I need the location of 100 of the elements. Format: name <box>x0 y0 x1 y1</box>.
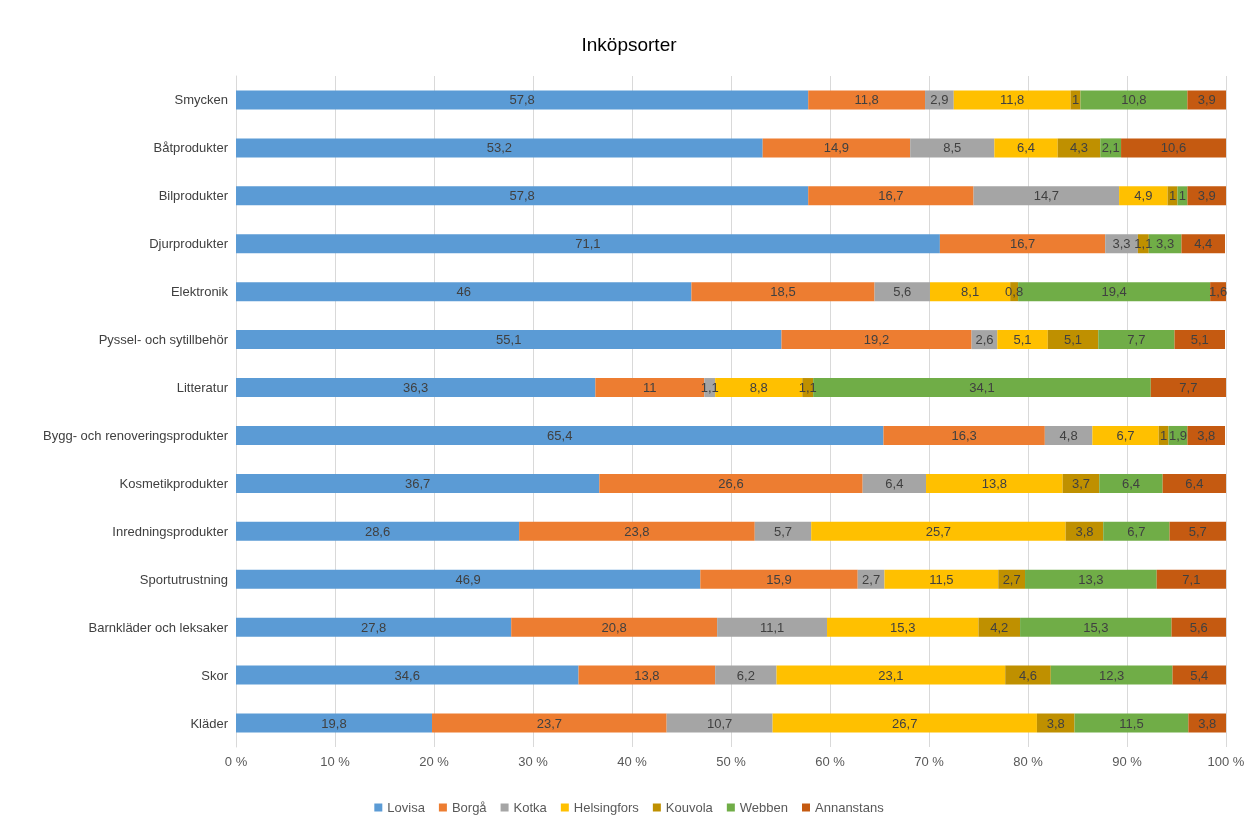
data-label: 23,8 <box>624 523 650 539</box>
bar <box>1119 186 1168 206</box>
legend-label: Lovisa <box>387 800 426 815</box>
data-label: 6,4 <box>1121 475 1140 491</box>
x-tick-label: 70 % <box>914 754 945 769</box>
data-label: 3,9 <box>1197 92 1216 108</box>
data-label: 4,4 <box>1194 236 1213 252</box>
bar <box>236 234 940 254</box>
data-label: 11,1 <box>759 619 785 635</box>
bar <box>994 138 1058 158</box>
data-label: 20,8 <box>601 619 627 635</box>
data-label: 3,8 <box>1046 715 1065 731</box>
data-label: 14,7 <box>1033 188 1059 204</box>
data-label: 1,9 <box>1168 427 1188 443</box>
data-label: 71,1 <box>575 236 601 252</box>
data-label: 19,8 <box>321 715 347 731</box>
bar <box>1156 569 1226 589</box>
bar <box>717 617 828 637</box>
x-tick-label: 20 % <box>419 754 450 769</box>
data-label: 5,1 <box>1013 332 1032 348</box>
bar <box>776 665 1006 685</box>
legend-label: Annanstans <box>815 800 885 815</box>
data-label: 12,3 <box>1099 667 1125 683</box>
data-label: 3,8 <box>1075 523 1094 539</box>
data-label: 23,7 <box>536 715 562 731</box>
bar <box>808 90 926 110</box>
bar <box>236 713 433 733</box>
bar <box>1074 713 1189 733</box>
data-label: 19,2 <box>863 332 890 348</box>
data-label: 2,6 <box>975 332 994 348</box>
bar <box>1005 665 1051 685</box>
x-tick-label: 0 % <box>224 754 248 769</box>
bar <box>808 186 974 206</box>
data-label: 27,8 <box>360 619 387 635</box>
data-label: 1 <box>1178 188 1187 204</box>
data-label: 36,3 <box>403 380 429 396</box>
data-label: 11,5 <box>1119 715 1144 731</box>
data-label: 6,4 <box>1016 140 1036 156</box>
data-label: 15,3 <box>890 619 916 635</box>
data-label: 46 <box>456 284 471 300</box>
bar <box>973 186 1120 206</box>
chart-title: Inköpsorter <box>581 34 678 55</box>
bar <box>236 186 809 206</box>
y-tick-label: Bilprodukter <box>158 188 229 204</box>
bar <box>1080 90 1188 110</box>
data-label: 57,8 <box>509 92 535 108</box>
data-label: 25,7 <box>925 523 952 539</box>
x-tick-label: 80 % <box>1013 754 1044 769</box>
data-label: 11,8 <box>999 92 1025 108</box>
bar <box>1050 665 1173 685</box>
bar <box>666 713 773 733</box>
data-label: 1 <box>1160 427 1168 443</box>
y-tick-label: Skor <box>201 667 229 683</box>
data-label: 5,7 <box>773 523 793 539</box>
data-label: 65,4 <box>547 427 573 443</box>
data-label: 4,3 <box>1069 140 1089 156</box>
data-label: 4,2 <box>990 619 1009 635</box>
data-label: 14,9 <box>823 140 850 156</box>
data-label: 2,1 <box>1101 140 1120 156</box>
data-label: 57,8 <box>509 188 535 204</box>
data-label: 10,8 <box>1121 92 1147 108</box>
y-tick-label: Djurprodukter <box>149 236 229 252</box>
bar <box>715 665 777 685</box>
data-label: 19,4 <box>1101 284 1127 300</box>
data-label: 3,3 <box>1112 236 1131 252</box>
y-tick-label: Bygg- och renoveringsprodukter <box>43 427 229 443</box>
data-label: 16,7 <box>878 188 904 204</box>
data-label: 11,5 <box>929 571 954 587</box>
bar <box>236 665 579 685</box>
y-tick-label: Båtprodukter <box>153 140 229 156</box>
bar <box>910 138 995 158</box>
data-label: 3,8 <box>1198 715 1217 731</box>
bar <box>236 473 600 493</box>
data-label: 1 <box>1168 188 1177 204</box>
data-label: 34,1 <box>969 380 995 396</box>
data-label: 3,3 <box>1156 236 1175 252</box>
bar <box>1020 617 1172 637</box>
x-tick-label: 40 % <box>617 754 648 769</box>
data-label: 5,6 <box>1189 619 1208 635</box>
data-label: 26,6 <box>718 475 744 491</box>
data-label: 3,9 <box>1197 188 1216 204</box>
data-label: 46,9 <box>455 571 481 587</box>
bar <box>884 569 999 589</box>
legend-label: Webben <box>739 800 789 815</box>
bar <box>236 138 763 158</box>
data-label: 16,3 <box>951 427 977 443</box>
bar <box>1098 330 1175 350</box>
data-label: 1 <box>1071 92 1080 108</box>
data-label: 10,7 <box>706 715 733 731</box>
data-label: 6,7 <box>1116 427 1135 443</box>
bar <box>883 425 1045 445</box>
bar <box>236 282 692 302</box>
bar <box>236 569 701 589</box>
y-tick-label: Kläder <box>190 715 229 731</box>
data-label: 8,8 <box>749 380 768 396</box>
x-tick-label: 10 % <box>320 754 351 769</box>
bar <box>511 617 718 637</box>
bar <box>236 425 884 445</box>
data-label: 4,6 <box>1018 667 1038 683</box>
data-label: 15,3 <box>1083 619 1109 635</box>
